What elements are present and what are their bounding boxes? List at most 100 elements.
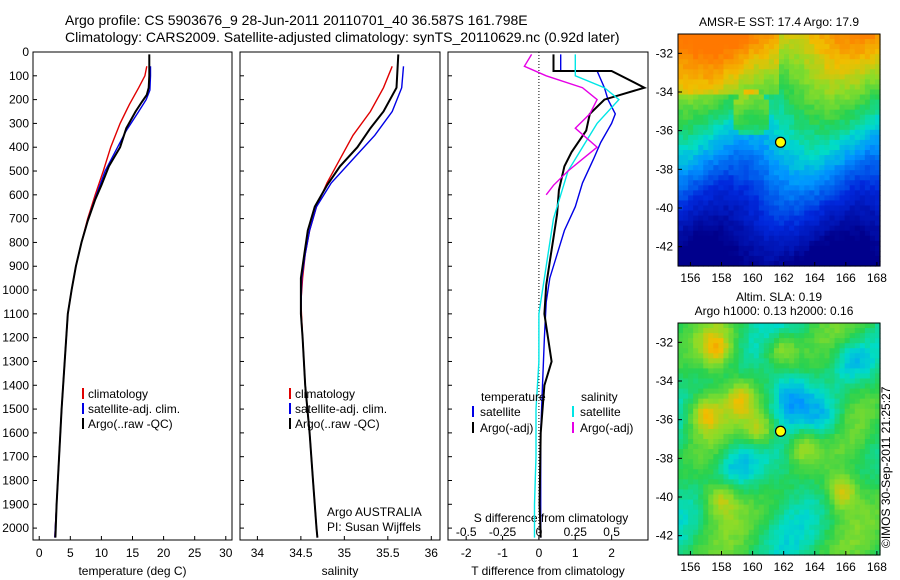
- map-cell: [708, 175, 714, 181]
- map-cell: [814, 144, 820, 151]
- map-cell: [874, 348, 881, 354]
- map-cell: [753, 195, 760, 202]
- map-cell: [768, 444, 775, 450]
- map-cell: [814, 59, 820, 65]
- map-cell: [839, 215, 846, 222]
- map-cell: [693, 210, 699, 217]
- map-cell: [859, 74, 866, 80]
- map-cell: [849, 190, 856, 196]
- map-cell: [829, 195, 836, 202]
- map-cell: [713, 64, 719, 70]
- map-cell: [763, 195, 770, 202]
- map-cell: [683, 114, 689, 121]
- map-cell: [728, 104, 735, 111]
- map-cell: [683, 245, 689, 252]
- map-cell: [693, 180, 699, 186]
- map-cell: [683, 150, 689, 156]
- map-cell: [758, 74, 765, 80]
- map-cell: [748, 165, 755, 171]
- map-cell: [693, 348, 699, 354]
- map-cell: [743, 494, 750, 501]
- map-cell: [859, 509, 866, 516]
- map-cell: [784, 499, 790, 506]
- map-cell: [733, 544, 740, 551]
- map-cell: [713, 79, 719, 86]
- map-cell: [773, 34, 780, 40]
- map-cell: [849, 99, 856, 106]
- map-cell: [814, 504, 820, 511]
- map-cell: [809, 484, 815, 491]
- map-cell: [819, 114, 826, 121]
- map-cell: [773, 378, 780, 385]
- map-cell: [773, 469, 780, 475]
- map-cell: [703, 200, 709, 207]
- map-cell: [794, 534, 800, 541]
- map-cell: [688, 348, 694, 354]
- map-cell: [688, 255, 694, 262]
- map-cell: [874, 200, 881, 207]
- map-cell: [718, 104, 725, 111]
- map-cell: [683, 44, 689, 50]
- map-cell: [869, 235, 876, 242]
- map-cell: [779, 474, 785, 480]
- map-cell: [683, 94, 689, 101]
- map-cell: [789, 529, 795, 536]
- map-cell: [874, 89, 881, 96]
- map-cell: [768, 99, 775, 106]
- map-cell: [829, 454, 836, 460]
- map-cell: [713, 59, 719, 65]
- map-cell: [768, 474, 775, 480]
- map-cell: [698, 489, 704, 496]
- map-cell: [748, 494, 755, 501]
- x-tick-label: 5: [67, 546, 74, 560]
- map-cell: [834, 509, 841, 516]
- map-cell: [773, 109, 780, 116]
- map-cell: [773, 54, 780, 60]
- map-cell: [713, 49, 719, 55]
- map-cell: [773, 240, 780, 247]
- map-cell: [819, 343, 826, 349]
- map-cell: [844, 444, 851, 450]
- map-cell: [809, 454, 815, 460]
- map-cell: [809, 469, 815, 475]
- map-cell: [703, 114, 709, 121]
- map-cell: [779, 368, 785, 375]
- map-cell: [819, 428, 826, 435]
- map-cell: [763, 459, 770, 465]
- map-cell: [869, 210, 876, 217]
- map-cell: [859, 433, 866, 440]
- map-cell: [779, 373, 785, 380]
- map-cell: [784, 348, 790, 354]
- map-cell: [829, 210, 836, 217]
- map-cell: [773, 59, 780, 65]
- map-cell: [763, 338, 770, 344]
- map-cell: [718, 134, 725, 141]
- map-cell: [864, 64, 871, 70]
- map-cell: [748, 250, 755, 257]
- map-cell: [824, 514, 831, 521]
- map-cell: [718, 235, 725, 242]
- map-cell: [708, 403, 714, 410]
- map-cell: [743, 529, 750, 536]
- map-cell: [708, 99, 714, 106]
- map-cell: [713, 255, 719, 262]
- map-cell: [794, 54, 800, 60]
- map-cell: [814, 200, 820, 207]
- map-cell: [743, 129, 750, 136]
- map-cell: [723, 403, 730, 410]
- map-cell: [768, 509, 775, 516]
- map-cell: [844, 368, 851, 375]
- map-cell: [733, 519, 740, 526]
- map-cell: [678, 544, 684, 551]
- map-cell: [829, 474, 836, 480]
- map-cell: [763, 89, 770, 96]
- map-cell: [773, 388, 780, 395]
- x-tick-label: 0: [36, 546, 43, 560]
- map-cell: [794, 225, 800, 232]
- map-cell: [854, 200, 861, 207]
- map-cell: [753, 39, 760, 45]
- map-cell: [839, 170, 846, 176]
- map-cell: [718, 195, 725, 202]
- map-cell: [718, 94, 725, 101]
- map-cell: [753, 79, 760, 86]
